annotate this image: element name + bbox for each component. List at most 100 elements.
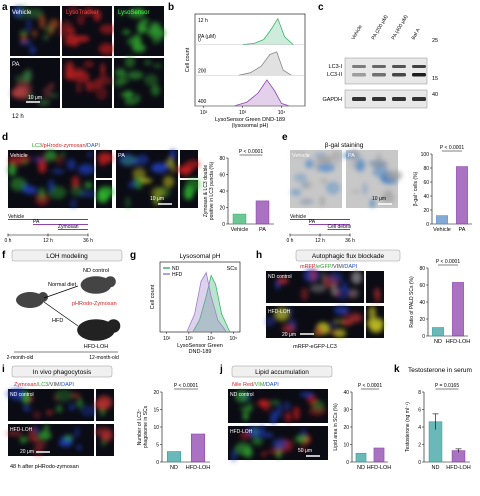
label: 50 μm bbox=[298, 448, 312, 454]
y-tick-label: 80 bbox=[423, 166, 429, 172]
signal bbox=[153, 63, 163, 69]
stain-label: LC3/pHrodo-zymosan/DAPI bbox=[32, 143, 100, 149]
signal bbox=[185, 177, 202, 192]
y-tick-label: 80 bbox=[219, 156, 225, 162]
micrograph-signal bbox=[119, 149, 176, 209]
mouse-head bbox=[38, 292, 48, 302]
signal bbox=[300, 199, 312, 205]
signal bbox=[134, 176, 143, 190]
signal bbox=[80, 405, 98, 417]
signal bbox=[362, 182, 368, 196]
signal bbox=[325, 181, 340, 195]
y-axis-label: phagosome in SCs bbox=[143, 405, 149, 448]
label: In vivo phagocytosis bbox=[33, 369, 92, 376]
micrograph-signal bbox=[59, 7, 116, 55]
p-value: P < 0.0001 bbox=[174, 383, 198, 389]
signal bbox=[348, 313, 363, 323]
signal bbox=[26, 18, 32, 32]
legend-label: HFD bbox=[172, 272, 183, 278]
y-tick-label: 80 bbox=[419, 266, 425, 272]
signal bbox=[376, 152, 382, 163]
signal bbox=[33, 411, 41, 419]
signal bbox=[156, 32, 163, 44]
signal bbox=[60, 151, 66, 158]
signal bbox=[150, 84, 160, 96]
signal bbox=[242, 410, 249, 421]
signal bbox=[239, 406, 253, 411]
signal bbox=[42, 34, 49, 41]
signal bbox=[8, 155, 18, 166]
signal bbox=[83, 61, 94, 67]
y-axis-label: Testosterone (ng ml⁻¹) bbox=[405, 402, 411, 452]
timeline-time: 12 h bbox=[43, 238, 53, 244]
signal bbox=[267, 449, 282, 454]
signal bbox=[49, 19, 60, 29]
band bbox=[352, 65, 366, 68]
y-tick-label: 20 bbox=[423, 208, 429, 214]
timeline-time: 0 h bbox=[287, 238, 294, 244]
y-tick-label: 60 bbox=[219, 172, 225, 178]
lane-label: PA (200 μM) bbox=[371, 14, 390, 41]
label: 2-month-old bbox=[7, 355, 34, 361]
label: β-gal staining bbox=[325, 142, 364, 149]
timeline-label: PA bbox=[309, 219, 316, 225]
signal bbox=[39, 14, 46, 29]
signal bbox=[125, 196, 131, 209]
mouse-head bbox=[104, 276, 116, 288]
signal bbox=[27, 93, 34, 101]
label: LC3-II bbox=[327, 72, 342, 78]
signal bbox=[147, 27, 166, 39]
p-value: P < 0.0001 bbox=[436, 259, 460, 265]
y-tick-label: 2 bbox=[418, 442, 421, 448]
signal bbox=[12, 6, 23, 18]
y-tick-label: 40 bbox=[419, 300, 425, 306]
x-tick-label: HFD-LOH bbox=[446, 339, 470, 345]
signal bbox=[262, 402, 271, 412]
timeline-time: 12 h bbox=[315, 238, 325, 244]
band bbox=[372, 97, 386, 101]
signal bbox=[73, 426, 81, 439]
header-box bbox=[295, 249, 401, 262]
y-axis-label: Cell count bbox=[185, 47, 191, 72]
signal bbox=[366, 317, 384, 329]
y-tick-label: 0 bbox=[346, 460, 349, 466]
signal bbox=[44, 424, 49, 433]
x-tick-label: ND bbox=[357, 465, 365, 471]
signal bbox=[95, 86, 108, 101]
signal bbox=[375, 287, 381, 298]
signal bbox=[170, 149, 176, 160]
signal bbox=[25, 68, 32, 83]
signal bbox=[21, 390, 30, 405]
y-tick-label: 6 bbox=[418, 407, 421, 413]
micrograph-signal bbox=[373, 287, 381, 304]
signal bbox=[120, 155, 137, 167]
signal bbox=[351, 189, 361, 194]
signal bbox=[55, 389, 73, 402]
x-axis-label: LysoSensor Green DND-189 bbox=[215, 117, 285, 123]
signal bbox=[66, 7, 80, 13]
band bbox=[412, 73, 426, 77]
label: 10 μm bbox=[28, 95, 42, 101]
panel-letter: j bbox=[219, 364, 223, 375]
signal bbox=[137, 21, 144, 35]
micrograph-signal bbox=[366, 305, 384, 333]
mouse-body bbox=[80, 276, 112, 294]
signal bbox=[84, 181, 93, 189]
signal bbox=[44, 25, 55, 33]
x-tick-label: 10² bbox=[163, 336, 171, 342]
signal bbox=[355, 158, 366, 172]
signal bbox=[239, 432, 251, 439]
signal bbox=[37, 98, 51, 107]
p-value: P = 0.0165 bbox=[435, 383, 459, 389]
timeline-time: 0 h bbox=[5, 238, 12, 244]
x-tick-label: ND bbox=[432, 465, 440, 471]
label: 48 h after pHRodo-zymosan bbox=[10, 464, 79, 470]
x-axis-label: DND-189 bbox=[189, 349, 212, 355]
panel-letter: i bbox=[2, 364, 5, 375]
x-tick-label: PA bbox=[459, 227, 466, 233]
x-tick-label: 10³ bbox=[185, 336, 193, 342]
signal bbox=[48, 93, 59, 99]
stain-part: /VIM bbox=[332, 264, 344, 270]
signal bbox=[101, 431, 113, 442]
signal bbox=[231, 449, 236, 462]
